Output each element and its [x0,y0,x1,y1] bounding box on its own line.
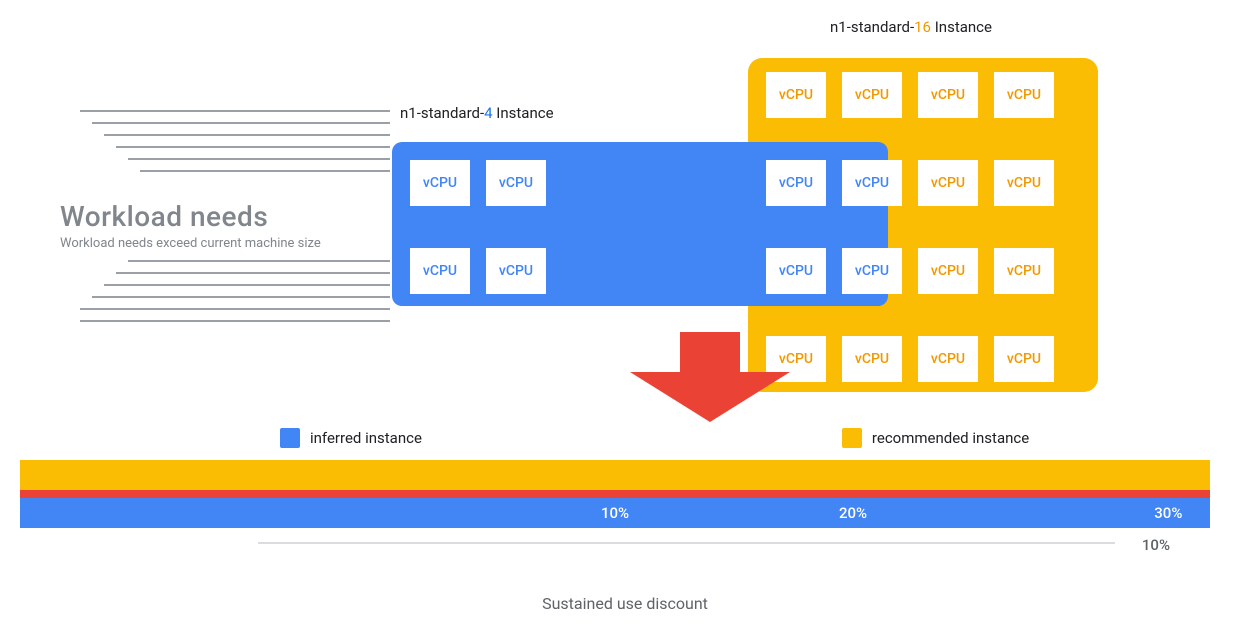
vcpu-box: vCPU [918,248,978,294]
instance4-label: n1-standard-4 Instance [400,104,554,122]
tick-10: 10% [585,498,645,528]
bar-grey-line [258,542,1115,544]
vcpu-box: vCPU [486,160,546,206]
vcpu-box: vCPU [410,160,470,206]
vcpu-box: vCPU [410,248,470,294]
vcpu-box: vCPU [842,336,902,382]
workload-subtitle: Workload needs exceed current machine si… [60,236,390,251]
vcpu-box: vCPU [766,72,826,118]
vcpu-box: vCPU [842,72,902,118]
vcpu-box: vCPU [766,248,826,294]
vcpu-box: vCPU [994,248,1054,294]
bar-orange [20,460,1210,490]
vcpu-box: vCPU [918,72,978,118]
vcpu-box: vCPU [918,336,978,382]
vcpu-box: vCPU [994,160,1054,206]
diagram-canvas: n1-standard-16 Instance n1-standard-4 In… [0,0,1250,625]
vcpu-box: vCPU [918,160,978,206]
workload-title: Workload needs [60,200,390,233]
vcpu-box: vCPU [842,160,902,206]
vcpu-box: vCPU [994,336,1054,382]
bar-red [20,490,1210,498]
tick-20: 20% [823,498,883,528]
workload-label: Workload needs Workload needs exceed cur… [60,200,390,251]
bar-grey-label: 10% [1142,536,1170,554]
vcpu-box: vCPU [486,248,546,294]
vcpu-box: vCPU [842,248,902,294]
tick-30: 30% [1138,498,1198,528]
bar-blue: 10% 20% 30% [20,498,1210,528]
instance16-label: n1-standard-16 Instance [830,18,992,36]
swatch-blue [280,428,300,448]
big-down-arrow-icon [620,332,800,422]
legend: inferred instance recommended instance [20,428,1230,448]
vcpu-box: vCPU [766,160,826,206]
swatch-orange [842,428,862,448]
legend-inferred: inferred instance [280,428,422,448]
vcpu-box: vCPU [994,72,1054,118]
page-title: Sustained use discount [0,594,1250,613]
legend-recommended: recommended instance [842,428,1029,448]
